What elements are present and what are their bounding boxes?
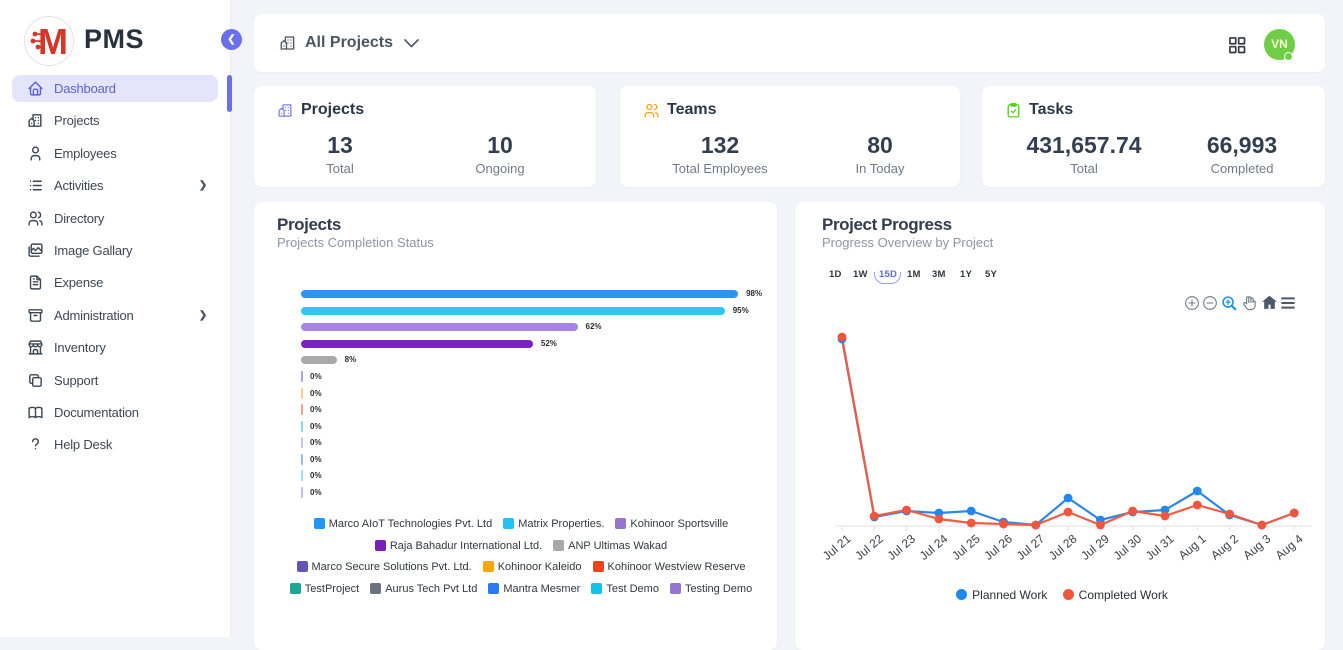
svg-text:Jul 21: Jul 21 — [820, 531, 854, 563]
svg-text:Jul 26: Jul 26 — [981, 531, 1015, 563]
svg-text:Aug 4: Aug 4 — [1273, 531, 1306, 562]
svg-text:Jul 31: Jul 31 — [1143, 531, 1177, 563]
svg-text:Jul 30: Jul 30 — [1111, 531, 1145, 563]
svg-text:M: M — [38, 21, 68, 62]
svg-text:Aug 1: Aug 1 — [1176, 531, 1209, 562]
svg-text:Jul 24: Jul 24 — [917, 531, 951, 563]
svg-text:Jul 22: Jul 22 — [852, 531, 886, 563]
svg-text:Aug 3: Aug 3 — [1240, 531, 1273, 562]
svg-text:Jul 25: Jul 25 — [949, 531, 983, 563]
svg-text:Jul 28: Jul 28 — [1046, 531, 1080, 563]
svg-text:Jul 27: Jul 27 — [1014, 531, 1048, 563]
svg-text:Aug 2: Aug 2 — [1208, 531, 1241, 562]
svg-text:Jul 29: Jul 29 — [1078, 531, 1112, 563]
svg-text:Jul 23: Jul 23 — [885, 531, 919, 563]
